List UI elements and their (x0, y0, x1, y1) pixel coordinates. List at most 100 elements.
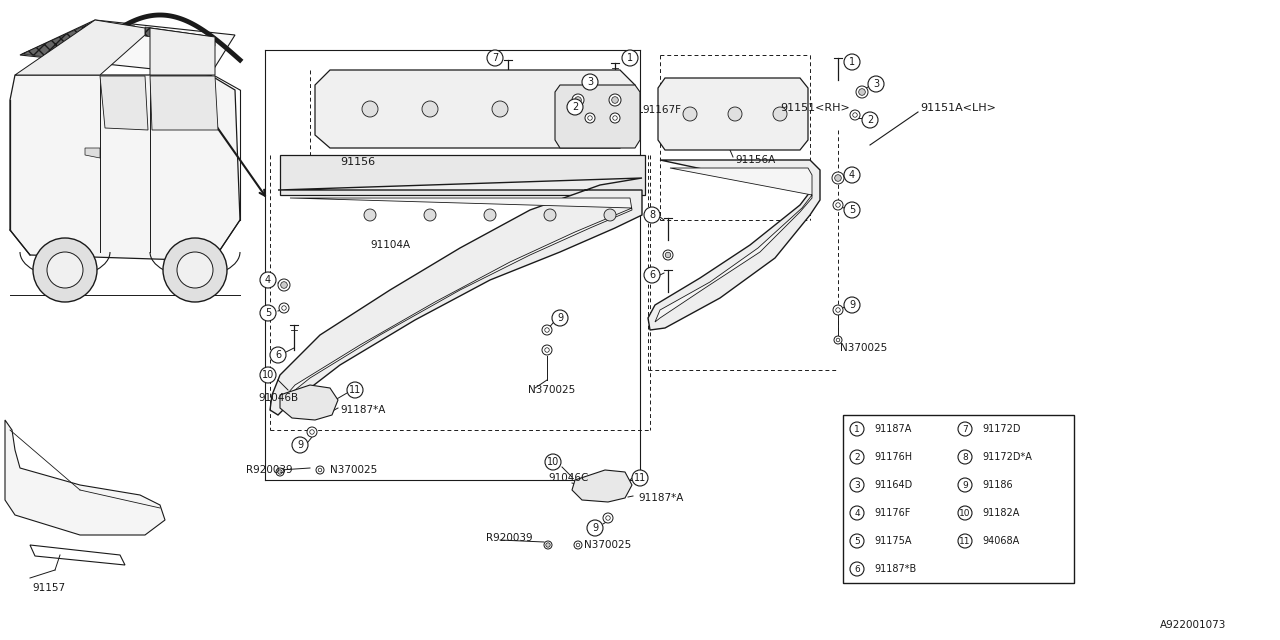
Circle shape (609, 94, 621, 106)
Text: 2: 2 (854, 452, 860, 461)
Text: 91182A: 91182A (982, 508, 1019, 518)
Circle shape (684, 107, 698, 121)
Text: 91187*A: 91187*A (637, 493, 684, 503)
Circle shape (292, 437, 308, 453)
Polygon shape (150, 76, 218, 130)
Circle shape (728, 107, 742, 121)
Text: R920039: R920039 (246, 465, 293, 475)
Text: 91156A: 91156A (735, 155, 776, 165)
Circle shape (773, 107, 787, 121)
Circle shape (588, 520, 603, 536)
Circle shape (957, 422, 972, 436)
Circle shape (856, 86, 868, 98)
Polygon shape (280, 385, 338, 420)
Circle shape (632, 470, 648, 486)
Text: 1: 1 (854, 424, 860, 433)
Circle shape (957, 478, 972, 492)
Text: N370025: N370025 (840, 343, 887, 353)
Circle shape (260, 305, 276, 321)
Text: 3: 3 (854, 481, 860, 490)
Circle shape (572, 94, 584, 106)
Circle shape (957, 450, 972, 464)
Circle shape (279, 303, 289, 313)
Text: 11: 11 (349, 385, 361, 395)
Circle shape (276, 468, 284, 476)
Text: 4: 4 (849, 170, 855, 180)
Circle shape (33, 238, 97, 302)
Text: 6: 6 (854, 564, 860, 573)
Circle shape (307, 427, 317, 437)
Circle shape (832, 172, 844, 184)
Text: 91187*B: 91187*B (874, 564, 916, 574)
Polygon shape (5, 420, 165, 535)
Circle shape (622, 50, 637, 66)
Circle shape (270, 347, 285, 363)
Circle shape (278, 279, 291, 291)
Text: 91156: 91156 (340, 157, 375, 167)
Circle shape (260, 272, 276, 288)
Text: 10: 10 (262, 370, 274, 380)
Text: 2: 2 (867, 115, 873, 125)
Text: A922001073: A922001073 (1160, 620, 1226, 630)
Circle shape (850, 506, 864, 520)
Circle shape (844, 202, 860, 218)
Polygon shape (145, 27, 215, 46)
Circle shape (850, 110, 860, 120)
Text: 91104A: 91104A (370, 240, 410, 250)
Circle shape (612, 97, 618, 103)
Text: 11: 11 (634, 473, 646, 483)
Circle shape (177, 252, 212, 288)
Text: N370025: N370025 (529, 385, 575, 395)
Text: 8: 8 (649, 210, 655, 220)
Text: R920039: R920039 (486, 533, 532, 543)
Text: 91151A<LH>: 91151A<LH> (920, 103, 996, 113)
Polygon shape (150, 28, 215, 75)
Text: 7: 7 (963, 424, 968, 433)
Circle shape (644, 207, 660, 223)
Text: 10: 10 (547, 457, 559, 467)
Circle shape (603, 513, 613, 523)
Polygon shape (22, 21, 134, 59)
Circle shape (835, 175, 841, 181)
Circle shape (280, 282, 287, 288)
Circle shape (850, 478, 864, 492)
Text: 1: 1 (849, 57, 855, 67)
Circle shape (850, 562, 864, 576)
Circle shape (666, 252, 671, 258)
Circle shape (278, 470, 282, 474)
Polygon shape (20, 20, 236, 75)
Circle shape (582, 74, 598, 90)
Text: 9: 9 (557, 313, 563, 323)
Circle shape (552, 310, 568, 326)
Bar (844, 415, 1074, 583)
Circle shape (957, 534, 972, 548)
Circle shape (545, 543, 550, 547)
Text: 6: 6 (649, 270, 655, 280)
Text: 91172D*A: 91172D*A (982, 452, 1032, 462)
Polygon shape (648, 160, 820, 330)
Circle shape (663, 250, 673, 260)
Text: 91187A: 91187A (874, 424, 911, 434)
Circle shape (541, 325, 552, 335)
Circle shape (859, 89, 865, 95)
Circle shape (484, 209, 497, 221)
Text: 91164D: 91164D (874, 480, 913, 490)
Text: 4: 4 (265, 275, 271, 285)
Text: 5: 5 (265, 308, 271, 318)
Text: 9: 9 (591, 523, 598, 533)
Circle shape (163, 238, 227, 302)
Circle shape (362, 101, 378, 117)
Circle shape (544, 541, 552, 549)
Text: 91172D: 91172D (982, 424, 1020, 434)
Circle shape (850, 534, 864, 548)
Polygon shape (84, 148, 100, 158)
Circle shape (541, 345, 552, 355)
Polygon shape (315, 70, 635, 148)
Circle shape (833, 200, 844, 210)
Text: 91151<RH>: 91151<RH> (780, 103, 850, 113)
Text: 11: 11 (959, 536, 970, 545)
Circle shape (835, 336, 842, 344)
Text: 4: 4 (854, 509, 860, 518)
Text: 91187*A: 91187*A (340, 405, 385, 415)
Polygon shape (15, 20, 145, 75)
